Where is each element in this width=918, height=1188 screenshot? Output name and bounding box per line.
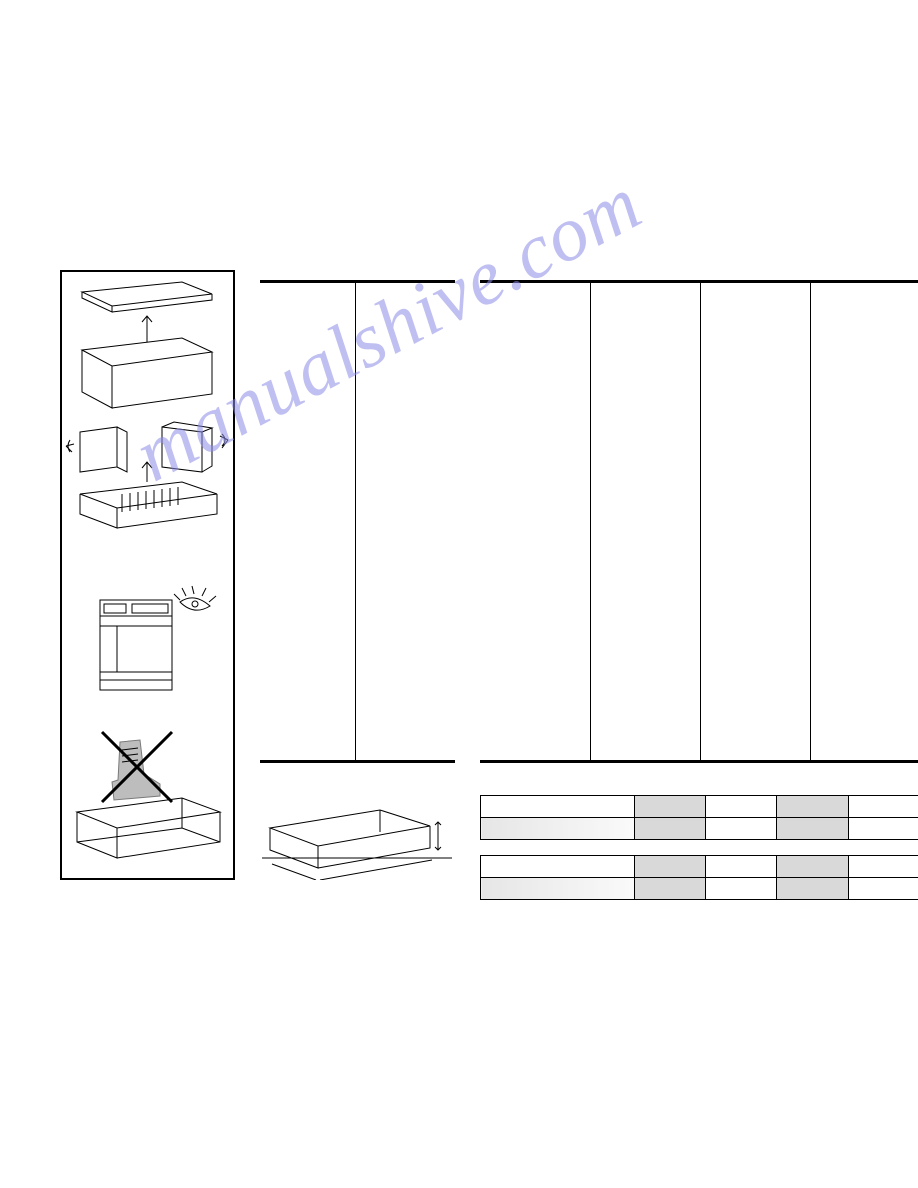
cell	[848, 796, 918, 818]
cell	[634, 878, 705, 900]
cell	[777, 878, 848, 900]
mid-column-top-rule	[260, 280, 455, 760]
mid-column-divider	[355, 283, 356, 760]
instruction-illustrations	[62, 272, 237, 882]
cell	[634, 818, 705, 840]
cell	[777, 796, 848, 818]
cell	[481, 796, 635, 818]
cell	[481, 878, 635, 900]
spec-table-2	[480, 855, 918, 900]
table-row	[481, 818, 918, 840]
cell	[848, 856, 918, 878]
right-columns-bot-rule	[480, 760, 918, 790]
table-row	[481, 796, 918, 818]
spec-table-1	[480, 795, 918, 840]
mid-column-bot-rule	[260, 760, 455, 784]
cell	[705, 796, 776, 818]
cell	[777, 818, 848, 840]
table-row	[481, 878, 918, 900]
mid-dimension-drawing	[260, 788, 455, 880]
cell	[634, 856, 705, 878]
right-divider-2	[700, 283, 701, 760]
table-row	[481, 856, 918, 878]
cell	[634, 796, 705, 818]
content-area	[60, 60, 858, 968]
cell	[481, 856, 635, 878]
cell	[848, 878, 918, 900]
cell	[777, 856, 848, 878]
cell	[705, 878, 776, 900]
right-divider-1	[590, 283, 591, 760]
cell	[848, 818, 918, 840]
cell	[705, 856, 776, 878]
right-divider-3	[810, 283, 811, 760]
instruction-panel	[60, 270, 235, 880]
cell	[481, 818, 635, 840]
cell	[705, 818, 776, 840]
page: manualshive.com	[0, 0, 918, 1188]
right-columns-top	[480, 280, 918, 760]
